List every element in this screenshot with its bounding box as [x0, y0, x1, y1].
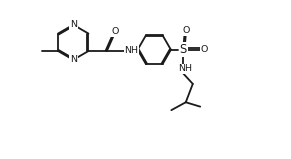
Text: NH: NH	[178, 65, 192, 73]
Text: S: S	[180, 43, 187, 56]
Text: O: O	[111, 27, 118, 36]
Text: N: N	[70, 55, 77, 64]
Text: O: O	[182, 26, 189, 35]
Text: N: N	[70, 20, 77, 29]
Text: NH: NH	[124, 46, 138, 55]
Text: O: O	[200, 45, 208, 54]
